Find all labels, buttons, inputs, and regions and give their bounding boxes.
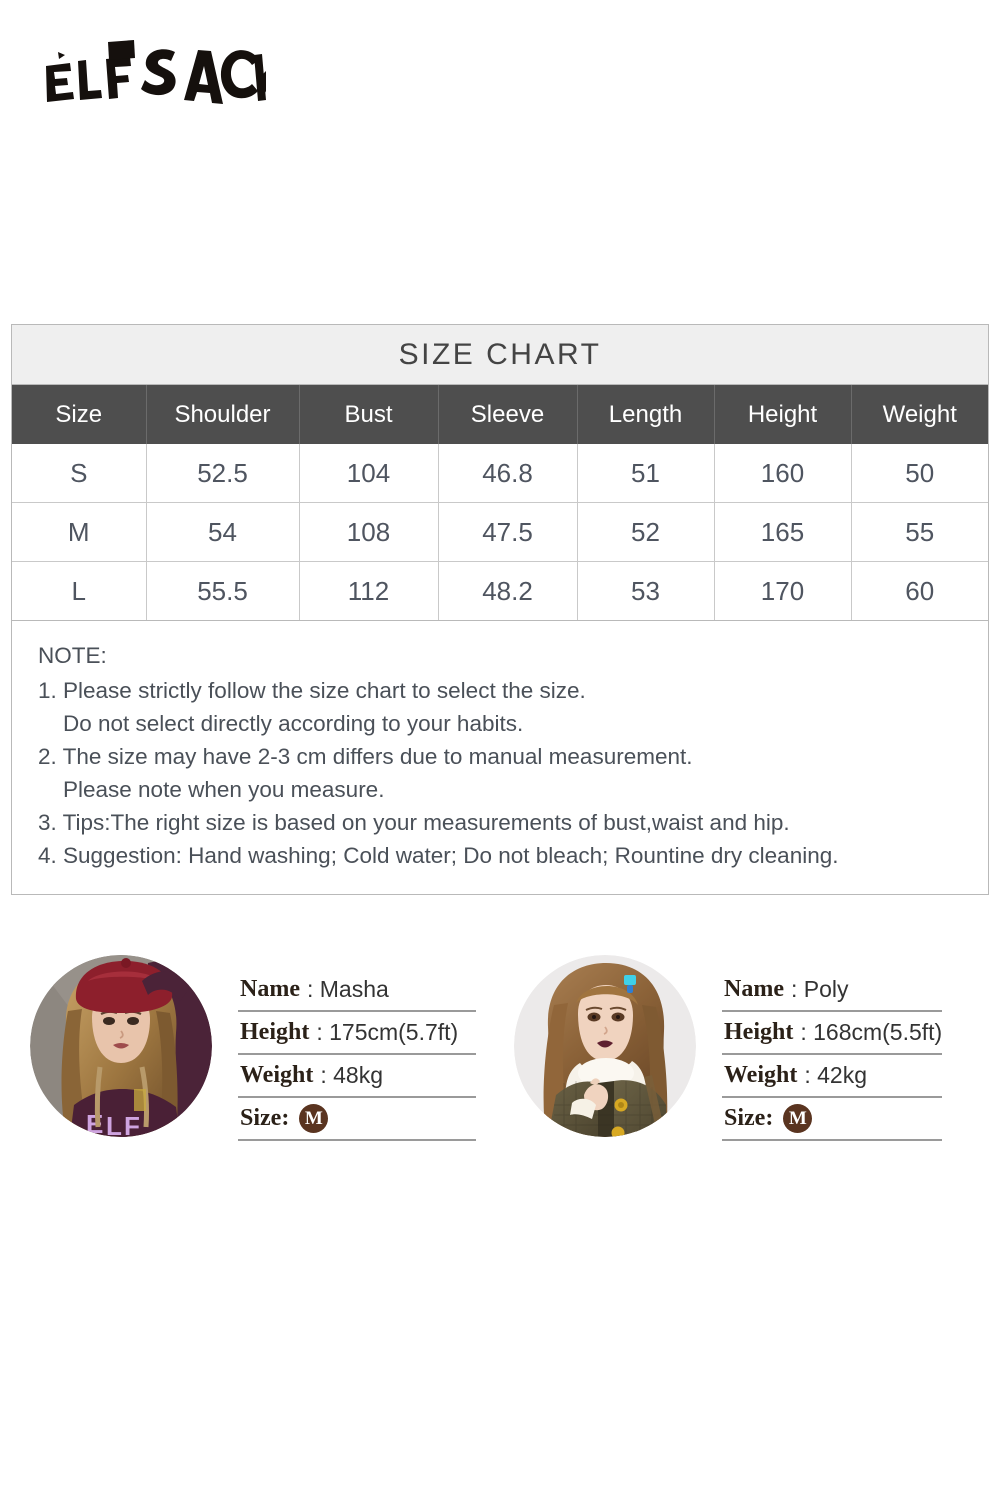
size-badge: M bbox=[783, 1103, 813, 1133]
model-name-row: Name : Poly bbox=[722, 969, 943, 1012]
model-height-value: : 175cm(5.7ft) bbox=[316, 1018, 459, 1045]
model-name-row: Name : Masha bbox=[238, 969, 476, 1012]
note-line-2: 2. The size may have 2-3 cm differs due … bbox=[38, 744, 693, 770]
note-heading: NOTE: bbox=[38, 643, 107, 668]
brand-logo: ELF SACK bbox=[36, 30, 266, 110]
cell-shoulder: 55.5 bbox=[146, 561, 300, 620]
cell-bust: 112 bbox=[299, 561, 439, 620]
column-header-weight: Weight bbox=[851, 385, 988, 444]
note-line-1b: Do not select directly according to your… bbox=[63, 711, 524, 737]
note-line-1: 1. Please strictly follow the size chart… bbox=[38, 678, 586, 704]
column-header-size: Size bbox=[12, 385, 147, 444]
column-header-bust: Bust bbox=[299, 385, 439, 444]
model-size-label: Size bbox=[724, 1104, 766, 1131]
cell-height: 170 bbox=[714, 561, 852, 620]
model-height-row: Height : 168cm(5.5ft) bbox=[722, 1012, 943, 1055]
model-size-row: Size : M bbox=[238, 1098, 476, 1141]
model-name-value: : Poly bbox=[790, 975, 849, 1002]
model-height-row: Height : 175cm(5.7ft) bbox=[238, 1012, 476, 1055]
model-info-section: E L F Name : Masha Height : 175cm(5.7ft) bbox=[0, 955, 1000, 1141]
svg-text:L: L bbox=[106, 1111, 122, 1137]
column-header-sleeve: Sleeve bbox=[438, 385, 578, 444]
size-chart-title: SIZE CHART bbox=[398, 337, 602, 371]
model-weight-row: Weight : 42kg bbox=[722, 1055, 943, 1098]
model-height-label: Height bbox=[724, 1018, 794, 1045]
model-size-colon: : bbox=[765, 1104, 774, 1131]
svg-text:F: F bbox=[124, 1111, 140, 1137]
measurements-table: Size Shoulder Bust Sleeve Length Height … bbox=[12, 385, 988, 620]
model-size-colon: : bbox=[281, 1104, 290, 1131]
cell-shoulder: 52.5 bbox=[146, 444, 300, 503]
model-name-label: Name bbox=[724, 975, 784, 1002]
size-chart-title-row: SIZE CHART bbox=[12, 325, 988, 385]
cell-shoulder: 54 bbox=[146, 502, 300, 562]
cell-size: L bbox=[12, 561, 147, 620]
cell-size: M bbox=[12, 502, 147, 562]
cell-bust: 108 bbox=[299, 502, 439, 562]
size-badge: M bbox=[299, 1103, 329, 1133]
cell-size: S bbox=[12, 444, 147, 503]
cell-sleeve: 47.5 bbox=[438, 502, 578, 562]
column-header-height: Height bbox=[714, 385, 852, 444]
model-photo-poly bbox=[514, 955, 696, 1137]
cell-length: 53 bbox=[577, 561, 715, 620]
model-weight-value: : 48kg bbox=[320, 1061, 383, 1088]
cell-weight: 60 bbox=[851, 561, 988, 620]
table-header-row: Size Shoulder Bust Sleeve Length Height … bbox=[12, 385, 988, 444]
size-chart-note: NOTE: 1. Please strictly follow the size… bbox=[12, 620, 988, 894]
note-line-3: 3. Tips:The right size is based on your … bbox=[38, 810, 790, 836]
cell-length: 52 bbox=[577, 502, 715, 562]
model-photo-masha: E L F bbox=[30, 955, 212, 1137]
model-height-label: Height bbox=[240, 1018, 310, 1045]
model-weight-value: : 42kg bbox=[804, 1061, 867, 1088]
cell-sleeve: 46.8 bbox=[438, 444, 578, 503]
model-size-row: Size : M bbox=[722, 1098, 943, 1141]
model-card-masha: E L F Name : Masha Height : 175cm(5.7ft) bbox=[0, 955, 500, 1141]
model-name-value: : Masha bbox=[306, 975, 389, 1002]
table-row: M 54 108 47.5 52 165 55 bbox=[12, 502, 988, 562]
cell-weight: 50 bbox=[851, 444, 988, 503]
cell-weight: 55 bbox=[851, 502, 988, 562]
model-size-label: Size bbox=[240, 1104, 282, 1131]
model-weight-label: Weight bbox=[240, 1061, 314, 1088]
cell-bust: 104 bbox=[299, 444, 439, 503]
note-line-4: 4. Suggestion: Hand washing; Cold water;… bbox=[38, 843, 839, 869]
cell-height: 160 bbox=[714, 444, 852, 503]
model-info-poly: Name : Poly Height : 168cm(5.5ft) Weight… bbox=[722, 955, 943, 1141]
model-weight-label: Weight bbox=[724, 1061, 798, 1088]
model-info-masha: Name : Masha Height : 175cm(5.7ft) Weigh… bbox=[238, 955, 476, 1141]
cell-sleeve: 48.2 bbox=[438, 561, 578, 620]
table-row: S 52.5 104 46.8 51 160 50 bbox=[12, 444, 988, 503]
table-row: L 55.5 112 48.2 53 170 60 bbox=[12, 561, 988, 620]
model-weight-row: Weight : 48kg bbox=[238, 1055, 476, 1098]
column-header-length: Length bbox=[577, 385, 715, 444]
cell-height: 165 bbox=[714, 502, 852, 562]
model-height-value: : 168cm(5.5ft) bbox=[800, 1018, 943, 1045]
column-header-shoulder: Shoulder bbox=[146, 385, 300, 444]
model-card-poly: Name : Poly Height : 168cm(5.5ft) Weight… bbox=[0, 955, 943, 1141]
cell-length: 51 bbox=[577, 444, 715, 503]
model-name-label: Name bbox=[240, 975, 300, 1002]
size-chart-table: SIZE CHART Size Shoulder Bust Sleeve Len… bbox=[11, 324, 989, 896]
note-line-2b: Please note when you measure. bbox=[63, 777, 385, 803]
